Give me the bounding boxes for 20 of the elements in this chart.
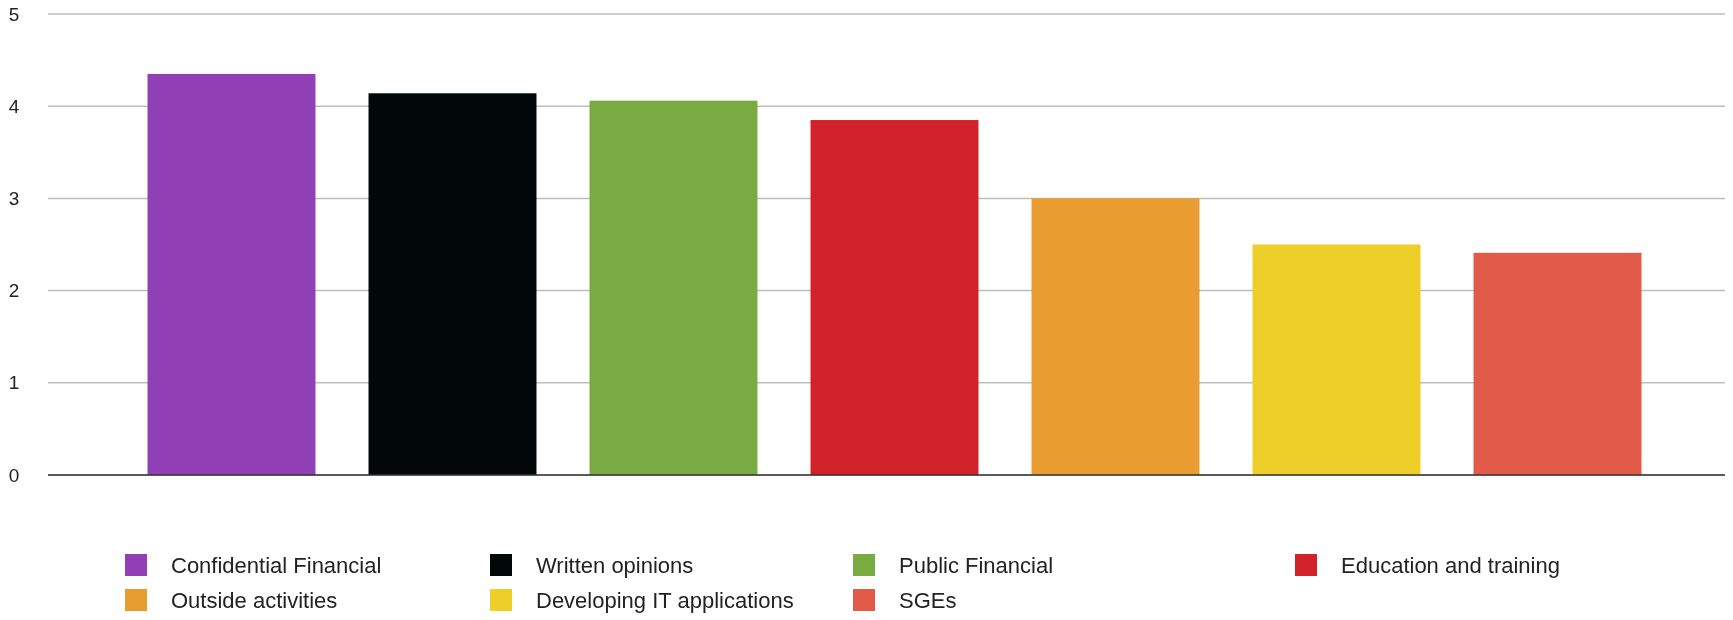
bar (1031, 198, 1200, 475)
legend-label: Education and training (1341, 552, 1560, 578)
legend-label: Confidential Financial (171, 552, 382, 578)
y-tick-label: 0 (8, 464, 20, 486)
y-tick-label: 5 (8, 3, 20, 25)
y-tick-label: 4 (8, 95, 20, 117)
legend-label: Outside activities (171, 587, 338, 613)
legend-label: Developing IT applications (536, 587, 794, 613)
y-tick-label: 3 (8, 188, 20, 210)
bar (368, 93, 537, 475)
bar (1252, 244, 1421, 475)
bar (810, 120, 979, 475)
legend-label: SGEs (899, 587, 957, 613)
legend-label: Written opinions (536, 552, 694, 578)
y-tick-label: 2 (8, 280, 20, 302)
bar (147, 73, 316, 475)
y-tick-label: 1 (8, 372, 20, 394)
bar (589, 100, 758, 475)
bar (1473, 252, 1642, 475)
legend-label: Public Financial (899, 552, 1054, 578)
